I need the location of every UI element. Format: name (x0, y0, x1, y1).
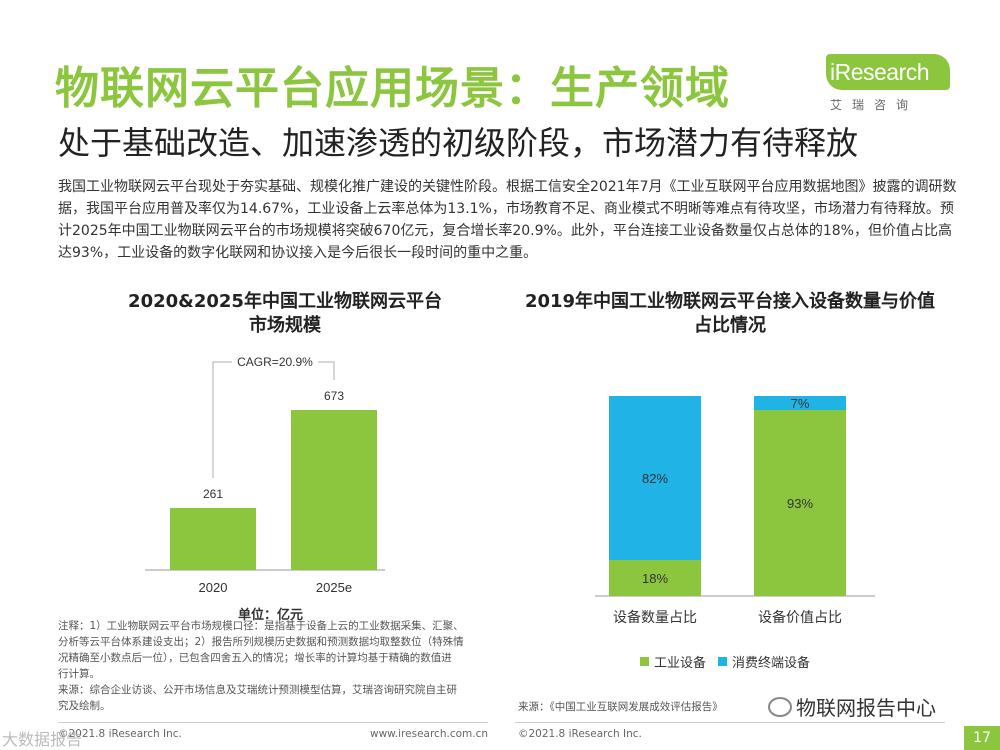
iresearch-logo: iResearch 艾瑞咨询 (826, 54, 956, 114)
footnotes: 注释：1）工业物联网云平台市场规模口径：是指基于设备上云的工业数据采集、汇聚、 … (58, 618, 498, 714)
stacked-bar-segment (754, 410, 846, 596)
footer-copyright-left: ©2021.8 iResearch Inc. (58, 728, 182, 740)
chart-right-title: 2019年中国工业物联网云平台接入设备数量与价值占比情况 (524, 291, 936, 336)
footer-copyright-right: ©2021.8 iResearch Inc. (518, 728, 642, 740)
stacked-bar-segment (609, 560, 701, 596)
segment-label: 7% (791, 396, 810, 411)
watermark-text: 物联网报告中心 (796, 696, 936, 720)
x-tick-label: 设备价值占比 (758, 609, 842, 626)
unit-label: 单位：亿元 (238, 608, 304, 623)
logo-subtext: 艾瑞咨询 (830, 98, 919, 112)
watermark-left: 大数据报告 (2, 730, 83, 749)
segment-label: 82% (642, 471, 668, 486)
x-tick-label: 设备数量占比 (613, 609, 697, 626)
page-number: 17 (964, 726, 1000, 750)
note-line: 注释：1）工业物联网云平台市场规模口径：是指基于设备上云的工业数据采集、汇聚、 (58, 620, 464, 632)
note-line: 分析等云平台体系建设支出；2）报告所列规模历史数据和预测数据均取整数位（特殊情 (58, 636, 464, 648)
bar-value-label: 673 (324, 389, 344, 403)
legend-item-industrial: 工业设备 (640, 652, 706, 671)
device-share-chart: 18% 82% 设备数量占比 93% 7% 设备价值占比 (595, 396, 875, 626)
footer-divider-right (515, 722, 945, 723)
chart-legend: 工业设备 消费终端设备 (640, 652, 810, 671)
legend-label: 工业设备 (654, 656, 707, 671)
segment-label: 18% (642, 571, 668, 586)
logo-badge (826, 54, 950, 90)
bar-value-label: 261 (203, 487, 223, 501)
note-line: 况精确至小数点后一位），已包含四舍五入的情况；增长率的计算均基于精确的数值进 (58, 652, 452, 664)
market-size-chart: 261 2020 673 2025e CAGR=20.9% (145, 350, 385, 595)
note-line: 行计算。 (58, 668, 100, 680)
footer-divider-left (58, 722, 488, 723)
legend-swatch-green (640, 657, 649, 666)
page-title: 物联网云平台应用场景：生产领域 (55, 63, 730, 114)
legend-swatch-blue (718, 657, 728, 666)
note-line: 究及绘制。 (58, 700, 111, 712)
page-subtitle: 处于基础改造、加速渗透的初级阶段，市场潜力有待释放 (58, 124, 859, 162)
x-tick-label: 2020 (199, 580, 228, 595)
cagr-label-bg (232, 350, 318, 372)
x-tick-label: 2025e (316, 580, 352, 595)
segment-label: 93% (787, 496, 813, 511)
bar (291, 410, 377, 570)
stacked-bar-segment (609, 396, 701, 560)
legend-label: 消费终端设备 (732, 656, 811, 671)
legend-item-consumer: 消费终端设备 (718, 652, 810, 671)
stacked-bar-segment (754, 396, 846, 410)
wechat-icon (768, 696, 792, 717)
cagr-annotation: CAGR=20.9% (237, 355, 313, 369)
note-line: 来源：综合企业访谈、公开市场信息及艾瑞统计预测模型估算，艾瑞咨询研究院自主研 (58, 684, 457, 696)
bar (170, 507, 256, 570)
source-right: 来源：《中国工业互联网发展成效评估报告》 (518, 701, 723, 713)
logo-text: iResearch (830, 59, 930, 85)
watermark: 物联网报告中心 (768, 692, 936, 721)
chart-left-title: 2020&2025年中国工业物联网云平台市场规模 (128, 291, 442, 336)
footer-website[interactable]: www.iresearch.com.cn (370, 728, 489, 740)
intro-paragraph: 我国工业物联网云平台现处于夯实基础、规模化推广建设的关键性阶段。根据工信安全20… (58, 179, 957, 261)
